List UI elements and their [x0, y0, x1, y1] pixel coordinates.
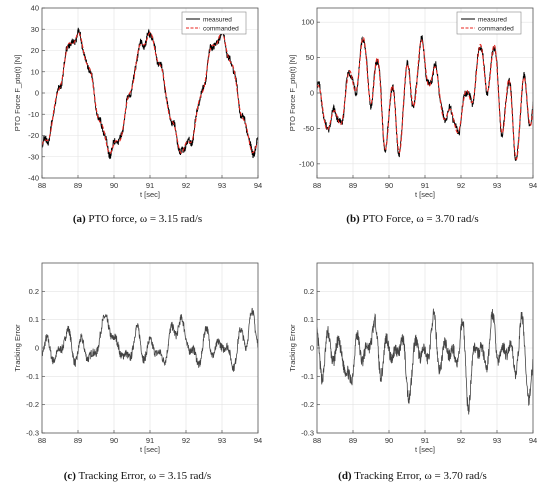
x-tick-label: 89: [74, 181, 82, 190]
x-axis-label: t [sec]: [140, 445, 160, 454]
y-tick-label: 0: [35, 89, 39, 98]
chart-c: 88 89 90 91 92 93 94 -0.3 -0.2 -0.1 0 0.1 0.2 t [sec]…: [13, 262, 262, 454]
y-tick-label: -20: [28, 131, 39, 140]
x-axis-label: t [sec]: [415, 445, 435, 454]
series-commanded-line: [317, 36, 533, 160]
legend-label-commanded: commanded: [478, 26, 514, 33]
y-axis-label: Tracking Error: [13, 324, 22, 372]
y-tick-label: -100: [299, 159, 314, 168]
x-tick-label: 88: [38, 436, 46, 445]
x-tick-label: 90: [385, 181, 393, 190]
x-tick-label: 94: [529, 436, 537, 445]
x-tick-label: 94: [254, 181, 262, 190]
x-tick-label: 89: [349, 436, 357, 445]
y-tick-label: -10: [28, 110, 39, 119]
x-tick-label: 89: [349, 181, 357, 190]
x-tick-label: 92: [457, 181, 465, 190]
x-tick-label: 93: [493, 181, 501, 190]
x-tick-label: 92: [182, 436, 190, 445]
y-tick-label: -0.3: [26, 429, 39, 438]
chart-b: 88 89 90 91 92 93 94 -100 -50 0 50 100 t [sec] PTO Fo…: [288, 7, 537, 199]
y-tick-label: 0: [310, 89, 314, 98]
x-tick-label: 91: [421, 181, 429, 190]
y-tick-label: -0.1: [301, 372, 314, 381]
y-tick-label: -0.3: [301, 429, 314, 438]
x-tick-label: 94: [254, 436, 262, 445]
x-tick-label: 93: [218, 436, 226, 445]
y-tick-label: 0.2: [29, 287, 39, 296]
x-tick-label: 90: [110, 436, 118, 445]
caption-b: (b) PTO Force, ω = 3.70 rad/s: [275, 213, 550, 225]
caption-a: (a) PTO force, ω = 3.15 rad/s: [0, 213, 275, 225]
x-tick-label: 94: [529, 181, 537, 190]
x-tick-label: 92: [457, 436, 465, 445]
x-tick-label: 88: [313, 436, 321, 445]
y-tick-label: -0.1: [26, 372, 39, 381]
y-tick-label: 0: [310, 344, 314, 353]
y-axis-label: Tracking Error: [288, 324, 297, 372]
y-tick-label: 0.1: [29, 315, 39, 324]
x-tick-label: 88: [38, 181, 46, 190]
chart-d: 88 89 90 91 92 93 94 -0.3 -0.2 -0.1 0 0.1 0.2 t [sec]…: [288, 262, 537, 454]
x-axis-label: t [sec]: [415, 190, 435, 199]
y-tick-label: 40: [31, 4, 39, 13]
x-tick-label: 91: [421, 436, 429, 445]
y-tick-label: 50: [306, 53, 314, 62]
y-tick-label: 0.1: [304, 315, 314, 324]
x-tick-label: 91: [146, 436, 154, 445]
legend: measured commanded: [456, 11, 522, 35]
y-tick-label: 20: [31, 46, 39, 55]
chart-a: 88 89 90 91 92 93 94 -40 -30 -20 -10 0 10 20 30 40 t [se…: [13, 4, 262, 200]
caption-a-text: PTO force, ω = 3.15 rad/s: [88, 213, 203, 225]
legend-label-commanded: commanded: [203, 26, 239, 33]
caption-d: (d) Tracking Error, ω = 3.70 rad/s: [275, 470, 550, 482]
caption-a-letter: (a): [72, 213, 86, 225]
y-axis-label: PTO Force F_pto(t) [N]: [288, 55, 297, 132]
y-tick-label: 30: [31, 25, 39, 34]
series-error-line: [317, 308, 533, 415]
x-axis-label: t [sec]: [140, 190, 160, 199]
series-measured-line: [317, 34, 533, 161]
y-tick-label: 0: [35, 344, 39, 353]
series-error-line: [42, 307, 258, 372]
y-tick-label: -0.2: [26, 400, 39, 409]
y-tick-label: -50: [303, 124, 314, 133]
legend-label-measured: measured: [203, 17, 232, 24]
y-tick-label: 100: [301, 18, 314, 27]
caption-c-text: Tracking Error, ω = 3.15 rad/s: [78, 470, 212, 482]
legend: measured commanded: [181, 11, 247, 35]
caption-d-letter: (d): [338, 470, 352, 482]
x-tick-label: 91: [146, 181, 154, 190]
x-tick-label: 93: [493, 436, 501, 445]
x-tick-label: 90: [110, 181, 118, 190]
y-tick-label: -0.2: [301, 400, 314, 409]
caption-d-text: Tracking Error, ω = 3.70 rad/s: [354, 470, 487, 482]
y-tick-label: -40: [28, 174, 39, 183]
x-tick-label: 92: [182, 181, 190, 190]
caption-b-letter: (b): [346, 213, 360, 225]
y-tick-label: 0.2: [304, 287, 314, 296]
y-tick-label: -30: [28, 152, 39, 161]
caption-c-letter: (c): [63, 470, 76, 482]
x-tick-label: 88: [313, 181, 321, 190]
x-tick-label: 93: [218, 181, 226, 190]
legend-label-measured: measured: [478, 17, 507, 24]
x-tick-label: 89: [74, 436, 82, 445]
y-axis-label: PTO Force F_pto(t) [N]: [13, 55, 22, 132]
caption-c: (c) Tracking Error, ω = 3.15 rad/s: [0, 470, 275, 482]
y-tick-label: 10: [31, 67, 39, 76]
caption-b-text: PTO Force, ω = 3.70 rad/s: [362, 213, 479, 225]
x-tick-label: 90: [385, 436, 393, 445]
